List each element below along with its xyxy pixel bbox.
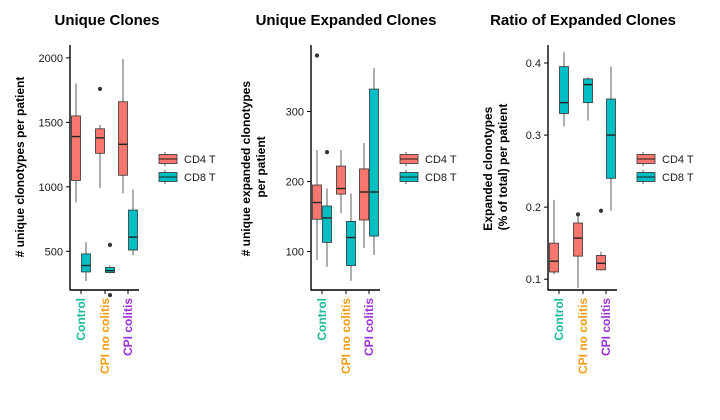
x-tick-label: CPI no colitis [339,298,353,374]
box-cd4-t [312,53,322,260]
box-cd8-t [583,77,593,121]
x-tick-label: CPI no colitis [576,298,590,374]
x-tick-label: CPI no colitis [98,298,112,374]
y-tick-label: 0.2 [526,202,541,214]
box-iqr [583,78,593,104]
y-tick-label: 500 [45,246,63,258]
box-iqr [95,128,105,154]
legend-label: CD4 T [662,154,694,166]
box-cd8-t [105,242,115,298]
box-cd8-t [606,66,616,211]
box-cd8-t [128,189,138,256]
box-iqr [359,168,369,221]
y-tick-label: 0.1 [526,274,541,286]
box-iqr [369,88,379,237]
outlier-point [598,208,604,213]
y-tick-label: 0.4 [526,58,541,70]
x-tick-label: Control [552,298,566,341]
y-tick-label: 300 [286,107,304,119]
box-iqr [606,98,616,179]
legend-label: CD4 T [425,154,457,166]
outlier-point [314,53,320,58]
panel-title: Unique Expanded Clones [256,12,437,29]
legend: CD4 T CD8 T [158,152,216,184]
box-cd8-t [346,193,356,281]
box-cd8-t [322,150,332,267]
y-axis-label-line-1: # unique expanded clonotypes [239,81,253,257]
box-iqr [346,220,356,266]
box-iqr [549,242,559,273]
x-tick-label: CPI colitis [121,298,135,356]
box-iqr [596,255,606,271]
box-cd4-t [549,199,559,275]
y-axis-label-line-1: Expanded clonotypes [481,106,495,230]
outlier-point [324,150,330,155]
y-axis-label-line-2: per patient [254,136,268,197]
box-iqr [128,209,138,251]
box-cd4-t [118,59,128,194]
panel-unique-expanded-clones: Unique Expanded Clones # unique expanded… [239,12,436,256]
legend: CD4 T CD8 T [636,152,694,184]
outlier-point [575,212,581,217]
box-iqr [322,205,332,243]
plot-area-2: 100 200 300 Control CPI no colitis CPI coliti… [286,45,457,374]
y-axis-label: # unique expanded clonotypes per patient [239,78,268,257]
legend-label: CD4 T [184,154,216,166]
x-tick-label: Control [315,298,329,341]
y-tick-label: 1500 [39,117,63,129]
box-iqr [573,222,583,257]
box-iqr [71,115,81,181]
legend-label: CD8 T [662,172,694,184]
panel-unique-clones: Unique Clones # unique clonotypes per pa… [13,12,160,257]
x-tick-label: CPI colitis [362,298,376,356]
legend: CD4 T CD8 T [399,152,457,184]
legend-label: CD8 T [425,172,457,184]
y-axis-label: Expanded clonotypes (% of total) per pat… [481,103,510,230]
outlier-point [107,293,113,298]
y-tick-label: 200 [286,177,304,189]
box-iqr [559,66,569,114]
box-iqr [81,253,91,273]
outlier-point [97,86,103,91]
box-cd4-t [573,212,583,288]
box-cd4-t [359,143,369,248]
outlier-point [107,242,113,247]
box-cd4-t [596,208,606,271]
box-cd8-t [559,52,569,127]
y-axis-label: # unique clonotypes per patient [13,77,27,258]
panel-ratio-expanded-clones: Ratio of Expanded Clones Expanded clonot… [481,12,676,231]
y-axis-label-line-2: (% of total) per patient [496,104,510,231]
legend-label: CD8 T [184,172,216,184]
y-tick-label: 1000 [39,182,63,194]
x-tick-label: Control [74,298,88,341]
box-cd8-t [369,68,379,255]
plot-area-3: 0.1 0.2 0.3 0.4 Control CPI no colitis CPI col… [526,45,694,374]
plot-area-1: 500 1000 1500 2000 Control CPI no colitis CPI … [39,45,216,374]
y-tick-label: 100 [286,247,304,259]
panel-title: Unique Clones [54,12,159,29]
y-tick-label: 2000 [39,53,63,65]
box-cd4-t [336,150,346,213]
box-cd4-t [71,83,81,203]
box-cd4-t [95,86,105,189]
x-tick-label: CPI colitis [599,298,613,356]
y-tick-label: 0.3 [526,130,541,142]
box-cd8-t [81,242,91,281]
panel-title: Ratio of Expanded Clones [490,12,676,29]
box-iqr [336,165,346,195]
box-iqr [118,101,128,176]
